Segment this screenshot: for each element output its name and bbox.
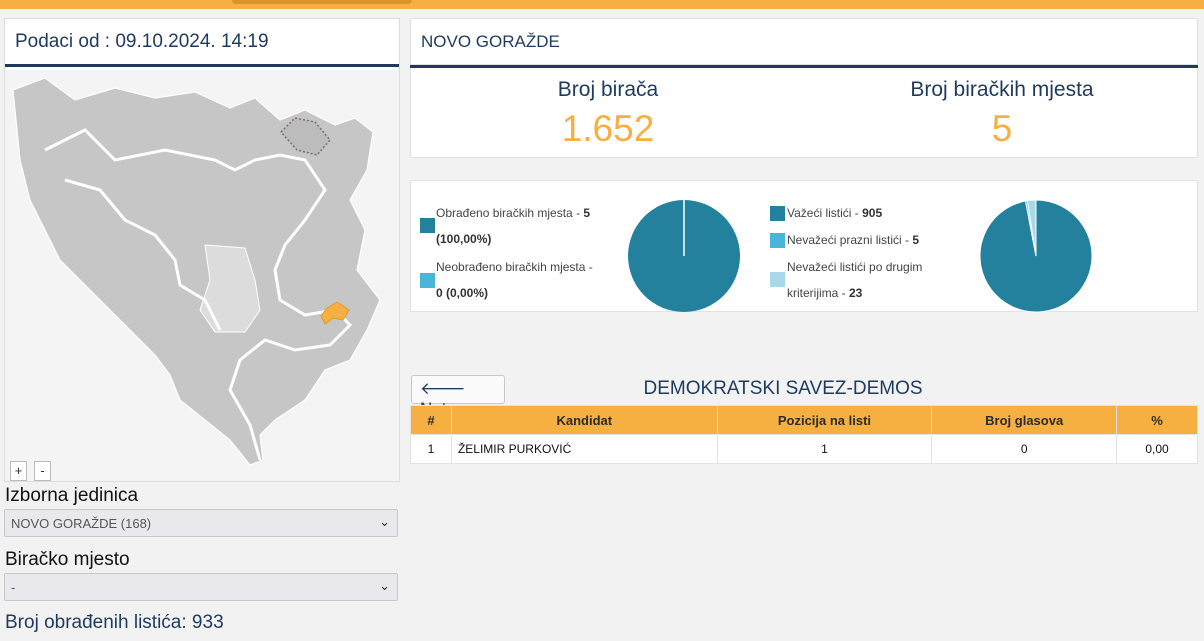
- back-button[interactable]: 🡐 Natrag: [411, 375, 505, 418]
- brcko-district: [279, 117, 331, 156]
- party-title: DEMOKRATSKI SAVEZ-DEMOS: [643, 378, 923, 399]
- legend-blank: Nevažeći prazni listići - 5: [787, 233, 920, 247]
- region-light: [199, 244, 261, 333]
- legend-valid: Važeći listići - 905: [787, 206, 883, 220]
- top-bar: [0, 0, 1204, 9]
- voters-value: 1.652: [561, 108, 655, 149]
- col-number[interactable]: #: [410, 405, 452, 435]
- chevron-down-icon: ⌄: [379, 578, 390, 593]
- candidates-table: # Kandidat Pozicija na listi Broj glasov…: [410, 405, 1198, 464]
- pie-stations[interactable]: [627, 199, 741, 313]
- data-timestamp: Podaci od : 09.10.2024. 14:19: [5, 19, 399, 67]
- col-percent[interactable]: %: [1116, 405, 1198, 435]
- pie-ballots[interactable]: [979, 199, 1093, 313]
- stations-label: Broj biračkih mjesta: [910, 78, 1094, 101]
- cell-number: 1: [410, 434, 452, 464]
- pie-card: Obrađeno biračkih mjesta - 5 (100,00%) Ne…: [410, 180, 1198, 313]
- zoom-out-button[interactable]: -: [34, 461, 51, 481]
- col-position[interactable]: Pozicija na listi: [716, 405, 933, 435]
- legend-unprocessed: Neobrađeno biračkih mjesta - 0 (0,00%): [436, 260, 593, 300]
- title-divider: [410, 65, 1198, 68]
- unit-select[interactable]: NOVO GORAŽDE (168) ⌄: [4, 509, 398, 537]
- arrow-left-icon: 🡐: [420, 379, 466, 398]
- map-panel: Podaci od : 09.10.2024. 14:19 + -: [4, 18, 400, 482]
- unit-label: Izborna jedinica: [5, 485, 139, 506]
- cell-percent: 0,00: [1116, 434, 1198, 464]
- country-shape: [12, 77, 381, 466]
- table-row[interactable]: 1 ŽELIMIR PURKOVIĆ 1 0 0,00: [410, 434, 1198, 464]
- station-select-value: -: [11, 580, 16, 595]
- station-select[interactable]: - ⌄: [4, 573, 398, 601]
- table-header: # Kandidat Pozicija na listi Broj glasov…: [410, 405, 1198, 435]
- legend-swatch: [420, 218, 435, 233]
- top-bar-tab: [232, 0, 412, 4]
- cell-candidate: ŽELIMIR PURKOVIĆ: [450, 434, 718, 464]
- map-svg[interactable]: [5, 70, 399, 481]
- legend-other-invalid: Nevažeći listići po drugim kriterijima - …: [787, 260, 923, 300]
- processed-ballots: Broj obrađenih listića: 933: [5, 612, 224, 633]
- stations-stat: Broj biračkih mjesta 5: [805, 78, 1199, 150]
- legend-swatch: [770, 233, 785, 248]
- voters-stat: Broj birača 1.652: [411, 78, 805, 150]
- entity-boundary: [44, 128, 353, 461]
- stats-card: Broj birača 1.652 Broj biračkih mjesta 5: [410, 68, 1198, 158]
- cell-position: 1: [716, 434, 933, 464]
- pie-slice[interactable]: [1026, 199, 1037, 257]
- stations-value: 5: [991, 108, 1013, 149]
- chevron-down-icon: ⌄: [379, 514, 390, 529]
- unit-select-value: NOVO GORAŽDE (168): [11, 516, 152, 531]
- entity-boundary-west: [64, 178, 222, 331]
- bih-map[interactable]: + -: [5, 70, 399, 481]
- station-label: Biračko mjesto: [5, 549, 130, 570]
- selected-municipality[interactable]: [320, 301, 350, 325]
- col-candidate[interactable]: Kandidat: [450, 405, 718, 435]
- col-votes[interactable]: Broj glasova: [931, 405, 1118, 435]
- cell-votes: 0: [931, 434, 1118, 464]
- legend-swatch: [770, 206, 785, 221]
- zoom-in-button[interactable]: +: [10, 461, 27, 481]
- municipality-title: NOVO GORAŽDE: [410, 18, 1198, 65]
- voters-label: Broj birača: [557, 78, 659, 101]
- legend-swatch: [770, 272, 785, 287]
- legend-processed: Obrađeno biračkih mjesta - 5 (100,00%): [436, 206, 591, 246]
- legend-swatch: [420, 273, 435, 288]
